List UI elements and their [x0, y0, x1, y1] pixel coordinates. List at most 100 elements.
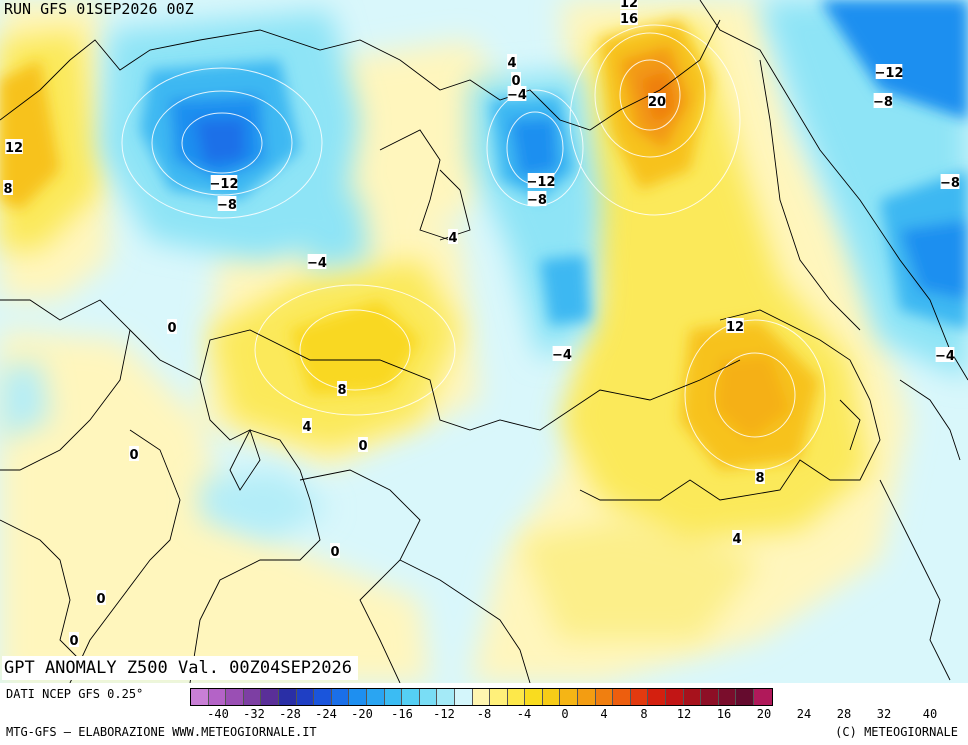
svg-text:−4: −4: [507, 88, 527, 103]
scale-swatch: [630, 689, 649, 705]
credit-line: MTG-GFS — ELABORAZIONE WWW.METEOGIORNALE…: [6, 725, 317, 739]
svg-text:0: 0: [330, 545, 339, 560]
anomaly-title: GPT ANOMALY Z500 Val. 00Z04SEP2026: [2, 656, 358, 680]
scale-swatch: [736, 689, 754, 705]
scale-tick-label: 20: [756, 707, 772, 721]
svg-text:−8: −8: [940, 176, 960, 191]
svg-text:20: 20: [648, 95, 666, 110]
svg-text:12: 12: [726, 320, 744, 335]
contour-label: 0: [69, 632, 79, 649]
svg-text:16: 16: [620, 12, 638, 27]
scale-swatch: [683, 689, 702, 705]
scale-tick-label: 8: [640, 707, 648, 721]
scale-swatch: [208, 689, 227, 705]
contour-label: 0: [358, 437, 368, 454]
scale-swatch: [331, 689, 350, 705]
scale-swatch: [366, 689, 385, 705]
scale-tick-label: 24: [796, 707, 812, 721]
scale-swatch: [191, 689, 209, 705]
scale-tick-label: -24: [315, 707, 337, 721]
run-title: RUN GFS 01SEP2026 00Z: [4, 0, 194, 18]
scale-swatch: [542, 689, 561, 705]
contour-label: −12: [210, 175, 238, 192]
contour-label: 0: [96, 590, 106, 607]
scale-tick-label: -4: [516, 707, 532, 721]
scale-swatch: [507, 689, 526, 705]
contour-label: −4: [935, 347, 955, 364]
scale-swatch: [402, 689, 420, 705]
contour-label: 0: [330, 543, 340, 560]
contour-label: 4: [507, 54, 517, 71]
contour-label: 4: [732, 530, 742, 547]
scale-tick-label: -28: [279, 707, 301, 721]
svg-text:8: 8: [3, 182, 12, 197]
scale-swatch: [701, 689, 719, 705]
scale-swatch: [754, 689, 772, 705]
contour-label: 8: [755, 469, 765, 486]
scale-swatch: [437, 689, 455, 705]
coastlines-and-borders: [0, 0, 968, 683]
svg-text:0: 0: [96, 592, 105, 607]
svg-text:0: 0: [511, 74, 520, 89]
svg-text:4: 4: [302, 420, 311, 435]
scale-swatch: [314, 689, 332, 705]
contour-labels: 12162040−4−12−8−12−8−441280−12−8−8−4−484…: [3, 0, 960, 649]
scale-swatch: [384, 689, 403, 705]
scale-tick-label: -12: [433, 707, 455, 721]
scale-swatch: [226, 689, 244, 705]
copyright: (C) METEOGIORNALE: [835, 725, 958, 739]
svg-text:4: 4: [732, 532, 741, 547]
scale-swatch: [560, 689, 579, 705]
svg-text:4: 4: [448, 231, 457, 246]
contour-label: −4: [552, 346, 572, 363]
svg-text:12: 12: [620, 0, 638, 11]
scale-swatch: [472, 689, 491, 705]
scale-tick-label: -8: [476, 707, 492, 721]
contour-lines: [121, 24, 826, 471]
svg-text:0: 0: [69, 634, 78, 649]
svg-text:−12: −12: [875, 66, 904, 81]
contour-label: −8: [527, 191, 547, 208]
scale-tick-label: 0: [561, 707, 569, 721]
svg-text:−8: −8: [873, 95, 893, 110]
svg-text:−4: −4: [307, 256, 327, 271]
contour-label: 12: [620, 0, 638, 11]
scale-swatch: [243, 689, 262, 705]
scale-swatch: [595, 689, 614, 705]
svg-text:0: 0: [129, 448, 138, 463]
svg-text:−4: −4: [935, 349, 955, 364]
scale-swatch: [718, 689, 737, 705]
scale-tick-label: -20: [351, 707, 373, 721]
contour-label: −4: [307, 254, 327, 271]
contour-label: 8: [3, 180, 13, 197]
contour-label: 0: [167, 319, 177, 336]
contour-label: −8: [873, 93, 893, 110]
contour-label: 16: [620, 10, 638, 27]
scale-tick-label: 16: [716, 707, 732, 721]
svg-text:4: 4: [507, 56, 516, 71]
contour-label: 4: [302, 418, 312, 435]
svg-text:−12: −12: [527, 175, 556, 190]
svg-text:8: 8: [755, 471, 764, 486]
scale-swatch: [296, 689, 315, 705]
scale-swatch: [349, 689, 367, 705]
footer: DATI NCEP GFS 0.25° -40 -32 -28 -24 -20 -16 -1…: [0, 683, 968, 745]
contour-label: −8: [217, 196, 237, 213]
scale-tick-label: 40: [922, 707, 938, 721]
scale-ticks: -40 -32 -28 -24 -20 -16 -12 -8 -4 0 4 8 12 16 20 24 28 32…: [190, 707, 966, 723]
svg-text:8: 8: [337, 383, 346, 398]
scale-tick-label: -16: [391, 707, 413, 721]
contour-label: 0: [511, 72, 521, 89]
scale-swatch: [648, 689, 667, 705]
strong-negative-anomaly-areas: [140, 0, 968, 330]
contour-label: −8: [940, 174, 960, 191]
contour-label: 4: [448, 229, 458, 246]
scale-swatch: [525, 689, 543, 705]
scale-tick-label: -32: [243, 707, 265, 721]
scale-swatch: [490, 689, 508, 705]
contour-label: 8: [337, 381, 347, 398]
scale-swatch: [578, 689, 596, 705]
contour-label: −12: [875, 64, 904, 81]
scale-tick-label: 4: [600, 707, 608, 721]
scale-tick-label: -40: [207, 707, 229, 721]
